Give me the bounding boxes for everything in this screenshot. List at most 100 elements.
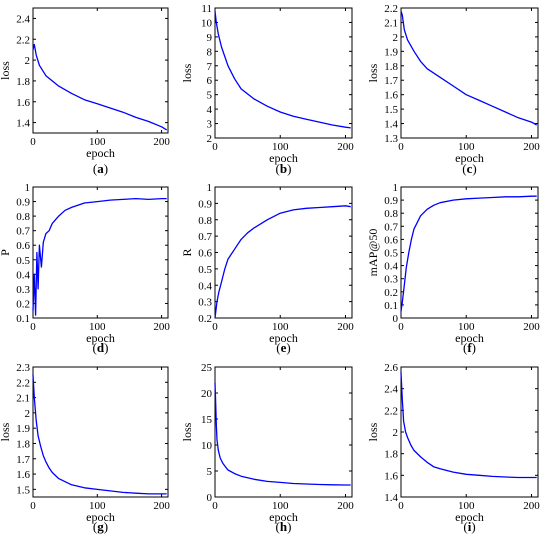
y-tick-label: 0.4 bbox=[384, 261, 398, 273]
x-axis-label: epoch bbox=[86, 146, 115, 160]
y-tick-label: 15 bbox=[201, 414, 213, 426]
y-tick-label: 1.4 bbox=[16, 118, 30, 130]
y-axis-label: loss bbox=[180, 63, 194, 82]
y-tick-label: 0.6 bbox=[16, 240, 30, 252]
x-tick-label: 100 bbox=[89, 136, 106, 148]
y-tick-label: 10 bbox=[201, 17, 213, 29]
y-tick-label: 0.4 bbox=[16, 269, 30, 281]
plot-frame bbox=[400, 186, 539, 319]
y-tick-label: 25 bbox=[201, 362, 213, 374]
y-tick-label: 2.4 bbox=[384, 384, 398, 396]
series-line bbox=[400, 372, 537, 479]
x-tick-label: 0 bbox=[398, 141, 404, 153]
y-tick-label: 0.6 bbox=[384, 234, 398, 246]
y-tick-label: 0.7 bbox=[16, 226, 30, 238]
y-tick-label: 1 bbox=[393, 182, 399, 194]
x-tick-label: 100 bbox=[89, 321, 106, 333]
series-line bbox=[400, 10, 538, 126]
chart-panel-7: 0 100 200 1.5 1.6 1.7 1.8 1.9 2 2.1 2.2 2.3 epoch los… bbox=[0, 362, 170, 534]
x-tick-label: 0 bbox=[212, 500, 218, 512]
y-tick-label: 2.4 bbox=[16, 13, 30, 25]
y-axis-label: loss bbox=[366, 422, 380, 441]
y-axis-label: loss bbox=[0, 422, 12, 441]
y-tick-label: 0 bbox=[393, 313, 399, 325]
series-line bbox=[32, 374, 167, 495]
plot-frame bbox=[400, 7, 539, 139]
series-line bbox=[400, 195, 537, 312]
x-tick-label: 0 bbox=[30, 136, 36, 148]
y-tick-label: 0.7 bbox=[198, 231, 212, 243]
y-tick-label: 6 bbox=[207, 75, 213, 87]
y-tick-label: 2 bbox=[25, 55, 31, 67]
y-tick-label: 3 bbox=[207, 119, 213, 131]
panel-caption: (d) bbox=[93, 340, 109, 355]
panel-caption: (e) bbox=[276, 340, 290, 355]
y-tick-label: 0.1 bbox=[16, 313, 30, 325]
series-line bbox=[32, 43, 168, 131]
x-tick-label: 100 bbox=[272, 321, 289, 333]
chart-panel-9: 0 100 200 1.4 1.6 1.8 2 2.2 2.4 2.6 epoch loss (i) bbox=[366, 362, 540, 534]
plot-frame bbox=[214, 366, 353, 498]
x-axis-label: epoch bbox=[269, 331, 298, 345]
chart-panel-4: 0 100 200 0.1 0.2 0.3 0.4 0.5 0.6 0.7 0.8 0.9 1 epoch… bbox=[0, 182, 170, 355]
y-tick-label: 1 bbox=[25, 182, 31, 194]
y-axis-label: mAP@50 bbox=[366, 229, 380, 277]
y-tick-label: 0.3 bbox=[16, 284, 30, 296]
plot-frame bbox=[214, 7, 353, 139]
panel-caption: (f) bbox=[463, 340, 476, 355]
x-tick-label: 100 bbox=[458, 321, 475, 333]
y-axis-label: loss bbox=[366, 63, 380, 82]
y-tick-label: 0.2 bbox=[198, 313, 212, 325]
x-tick-label: 0 bbox=[398, 321, 404, 333]
plot-frame bbox=[32, 186, 169, 319]
y-tick-label: 0.3 bbox=[384, 274, 398, 286]
y-tick-label: 8 bbox=[207, 46, 213, 58]
plot-frame bbox=[32, 366, 169, 498]
x-tick-label: 200 bbox=[523, 500, 540, 512]
x-tick-label: 200 bbox=[337, 141, 354, 153]
x-tick-label: 100 bbox=[89, 500, 106, 512]
x-tick-label: 200 bbox=[523, 141, 540, 153]
series-line bbox=[214, 10, 351, 129]
plot-frame bbox=[32, 7, 169, 134]
y-tick-label: 1.5 bbox=[16, 484, 30, 496]
y-tick-label: 0.6 bbox=[198, 248, 212, 260]
panel-caption: (h) bbox=[276, 519, 292, 534]
chart-panel-5: 0 100 200 0.2 0.3 0.4 0.5 0.6 0.7 0.8 0.9 1 epoch R (e… bbox=[180, 182, 354, 355]
y-tick-label: 0.5 bbox=[16, 255, 30, 267]
y-tick-label: 1.8 bbox=[16, 438, 30, 450]
y-tick-label: 2.2 bbox=[384, 3, 398, 15]
y-tick-label: 1.8 bbox=[16, 76, 30, 88]
y-tick-label: 1.7 bbox=[16, 454, 30, 466]
y-tick-label: 1 bbox=[207, 182, 213, 194]
series-line bbox=[214, 205, 351, 319]
y-tick-label: 0.8 bbox=[198, 215, 212, 227]
y-tick-label: 1.6 bbox=[16, 469, 30, 481]
y-tick-label: 0.9 bbox=[198, 198, 212, 210]
y-tick-label: 2 bbox=[25, 408, 31, 420]
y-tick-label: 0.3 bbox=[198, 297, 212, 309]
y-tick-label: 1.7 bbox=[384, 75, 398, 87]
chart-panel-1: 0 100 200 1.4 1.6 1.8 2 2.2 2.4 epoch loss (a) bbox=[0, 7, 170, 176]
chart-panel-3: 0 100 200 1.3 1.4 1.5 1.6 1.7 1.8 1.9 2 2.1 2.2 epoch… bbox=[366, 3, 540, 176]
y-tick-label: 1.3 bbox=[384, 133, 398, 145]
y-tick-label: 2.6 bbox=[384, 362, 398, 374]
y-tick-label: 2.2 bbox=[16, 34, 30, 46]
y-tick-label: 20 bbox=[201, 388, 213, 400]
y-tick-label: 0.5 bbox=[384, 248, 398, 260]
y-tick-label: 4 bbox=[207, 104, 213, 116]
x-axis-label: epoch bbox=[455, 151, 484, 165]
panel-caption: (a) bbox=[93, 161, 108, 176]
y-tick-label: 0.7 bbox=[384, 221, 398, 233]
x-axis-label: epoch bbox=[455, 331, 484, 345]
y-tick-label: 0.2 bbox=[16, 298, 30, 310]
y-axis-label: R bbox=[180, 248, 194, 256]
x-tick-label: 100 bbox=[272, 141, 289, 153]
x-tick-label: 0 bbox=[30, 500, 36, 512]
x-axis-label: epoch bbox=[86, 331, 115, 345]
y-axis-label: P bbox=[0, 249, 12, 256]
x-tick-label: 200 bbox=[523, 321, 540, 333]
x-tick-label: 100 bbox=[458, 500, 475, 512]
panel-caption: (c) bbox=[462, 161, 476, 176]
